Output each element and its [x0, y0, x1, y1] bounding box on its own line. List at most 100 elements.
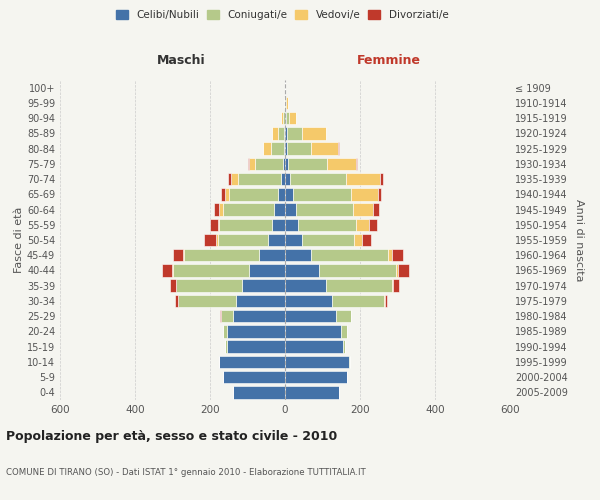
Bar [355, 234, 362, 246]
Bar [284, 127, 285, 140]
Bar [281, 173, 285, 186]
Bar [285, 218, 298, 231]
Bar [229, 188, 277, 200]
Bar [250, 158, 255, 170]
Bar [377, 188, 382, 200]
Bar [259, 249, 285, 262]
Bar [272, 218, 285, 231]
Bar [218, 218, 220, 231]
Bar [225, 340, 227, 353]
Bar [380, 173, 383, 186]
Bar [220, 218, 272, 231]
Bar [287, 142, 311, 155]
Bar [277, 188, 285, 200]
Bar [285, 127, 287, 140]
Bar [184, 249, 259, 262]
Bar [173, 264, 250, 276]
Bar [343, 340, 345, 353]
Bar [356, 218, 370, 231]
Bar [255, 158, 283, 170]
Bar [205, 234, 215, 246]
Bar [285, 371, 347, 384]
Bar [302, 127, 326, 140]
Bar [285, 249, 311, 262]
Y-axis label: Fasce di età: Fasce di età [14, 207, 24, 273]
Bar [362, 234, 371, 246]
Bar [392, 280, 393, 292]
Bar [311, 249, 388, 262]
Bar [392, 249, 403, 262]
Bar [296, 204, 353, 216]
Bar [268, 234, 285, 246]
Bar [163, 264, 172, 276]
Bar [370, 218, 377, 231]
Bar [286, 96, 287, 109]
Bar [285, 386, 340, 398]
Bar [341, 325, 347, 338]
Bar [238, 173, 281, 186]
Bar [288, 158, 328, 170]
Bar [285, 112, 286, 124]
Bar [272, 127, 277, 140]
Bar [293, 188, 352, 200]
Bar [337, 142, 340, 155]
Bar [182, 249, 184, 262]
Bar [215, 234, 218, 246]
Text: COMUNE DI TIRANO (SO) - Dati ISTAT 1° gennaio 2010 - Elaborazione TUTTITALIA.IT: COMUNE DI TIRANO (SO) - Dati ISTAT 1° ge… [6, 468, 366, 477]
Bar [350, 310, 352, 322]
Bar [220, 310, 221, 322]
Bar [285, 142, 287, 155]
Bar [326, 280, 392, 292]
Bar [285, 340, 343, 353]
Text: Femmine: Femmine [356, 54, 421, 67]
Bar [285, 325, 341, 338]
Bar [223, 204, 274, 216]
Legend: Celibi/Nubili, Coniugati/e, Vedovi/e, Divorziati/e: Celibi/Nubili, Coniugati/e, Vedovi/e, Di… [116, 10, 448, 20]
Bar [225, 188, 229, 200]
Bar [285, 294, 332, 307]
Bar [220, 204, 223, 216]
Bar [373, 204, 379, 216]
Bar [285, 264, 319, 276]
Bar [395, 264, 398, 276]
Bar [274, 204, 285, 216]
Bar [398, 264, 409, 276]
Text: Maschi: Maschi [157, 54, 206, 67]
Bar [173, 249, 182, 262]
Bar [172, 264, 173, 276]
Bar [233, 386, 285, 398]
Bar [178, 294, 236, 307]
Bar [285, 96, 286, 109]
Bar [328, 158, 355, 170]
Bar [220, 356, 285, 368]
Bar [287, 127, 302, 140]
Bar [286, 112, 289, 124]
Bar [388, 249, 392, 262]
Bar [285, 234, 302, 246]
Bar [210, 218, 218, 231]
Bar [227, 173, 230, 186]
Bar [242, 280, 285, 292]
Bar [283, 158, 285, 170]
Bar [285, 356, 349, 368]
Bar [248, 158, 250, 170]
Bar [223, 371, 285, 384]
Bar [355, 158, 358, 170]
Bar [281, 112, 283, 124]
Bar [319, 264, 395, 276]
Bar [227, 325, 285, 338]
Bar [277, 127, 284, 140]
Bar [221, 188, 225, 200]
Bar [302, 234, 355, 246]
Bar [285, 310, 335, 322]
Bar [284, 142, 285, 155]
Bar [271, 142, 284, 155]
Bar [218, 234, 268, 246]
Bar [227, 340, 285, 353]
Bar [230, 173, 238, 186]
Bar [236, 294, 285, 307]
Bar [175, 294, 178, 307]
Bar [285, 173, 290, 186]
Bar [285, 158, 288, 170]
Bar [170, 280, 176, 292]
